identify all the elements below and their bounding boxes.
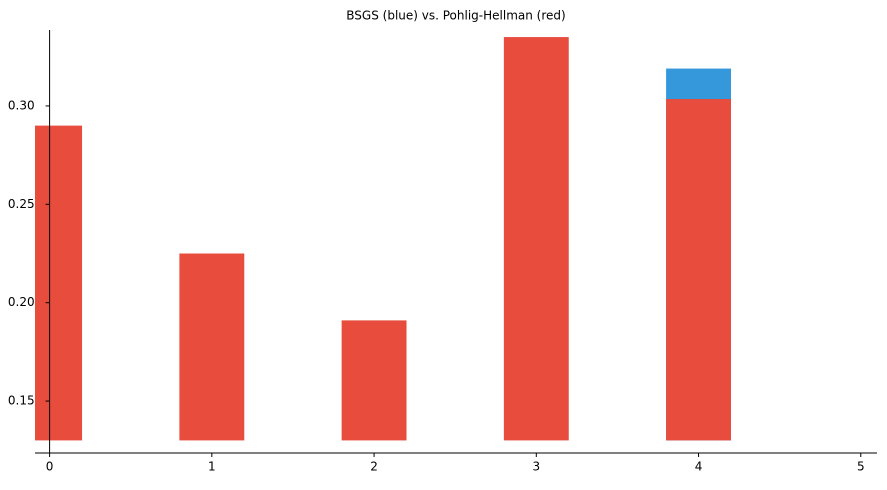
x-tick-label: 2 bbox=[370, 460, 378, 474]
bar bbox=[35, 125, 83, 441]
x-tick-label: 5 bbox=[857, 460, 865, 474]
bar bbox=[341, 320, 407, 441]
y-tick-label: 0.25 bbox=[8, 197, 35, 211]
y-tick-label: 0.15 bbox=[8, 394, 35, 408]
y-tick-label: 0.30 bbox=[8, 98, 35, 112]
bar bbox=[503, 37, 569, 441]
x-tick-label: 4 bbox=[695, 460, 703, 474]
x-tick-label: 0 bbox=[46, 460, 54, 474]
y-tick-label: 0.20 bbox=[8, 295, 35, 309]
chart-title: BSGS (blue) vs. Pohlig-Hellman (red) bbox=[346, 9, 565, 23]
bar bbox=[179, 253, 245, 441]
x-tick-label: 3 bbox=[532, 460, 540, 474]
bar bbox=[666, 99, 731, 441]
x-tick-label: 1 bbox=[208, 460, 216, 474]
